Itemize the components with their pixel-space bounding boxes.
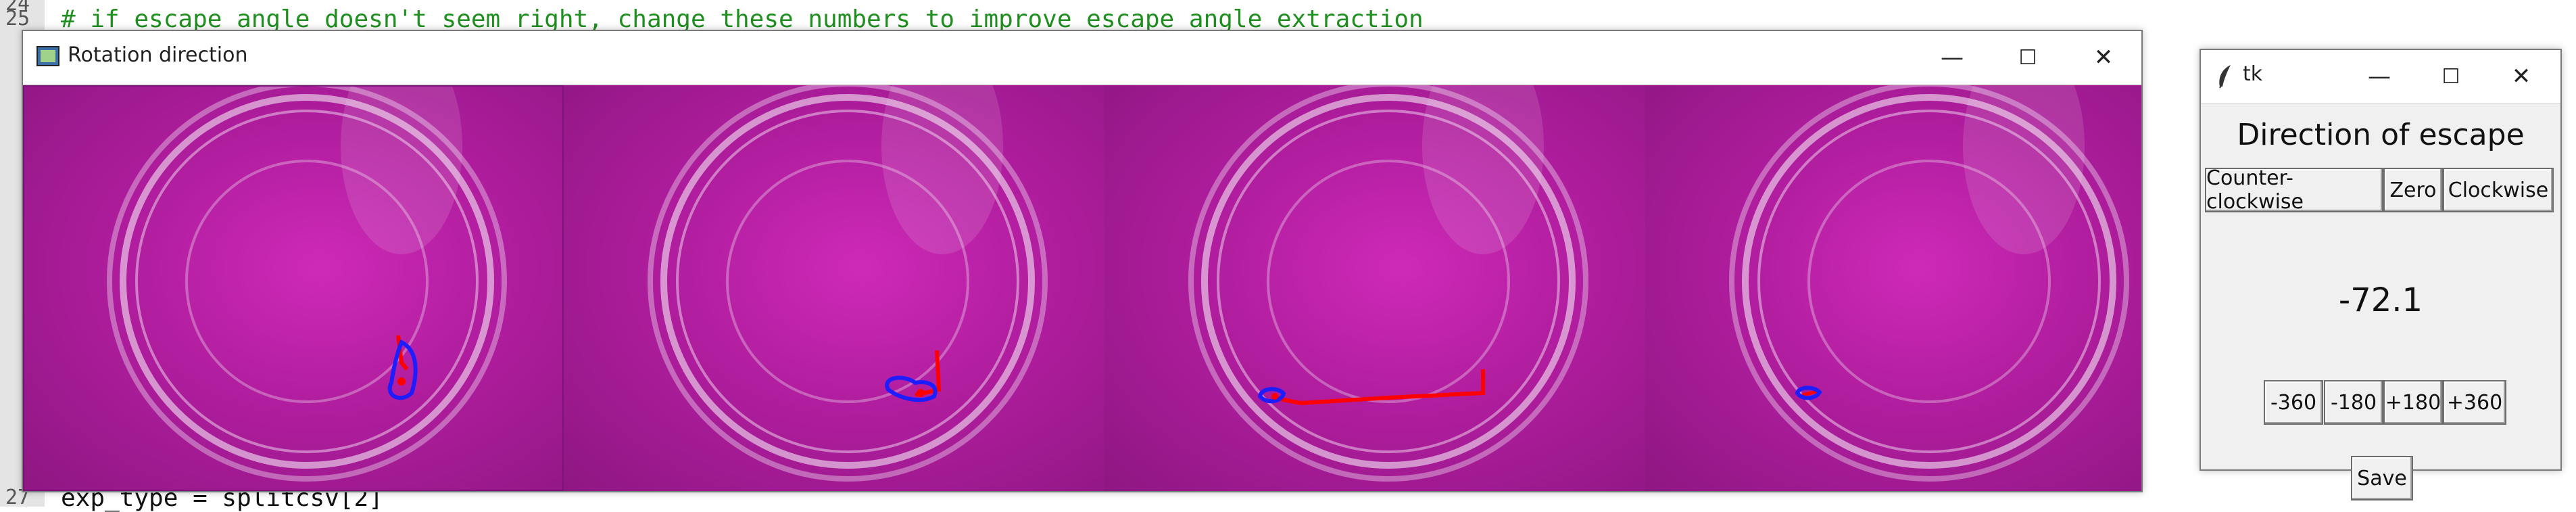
video-frame: [1645, 85, 2141, 491]
code-line-comment[interactable]: # if escape angle doesn't seem right, ch…: [61, 5, 1424, 33]
minimize-icon[interactable]: —: [2368, 63, 2391, 90]
plus-360-button[interactable]: +360: [2443, 380, 2506, 425]
petri-dish-frame: [1188, 85, 1588, 482]
close-icon[interactable]: ✕: [2093, 44, 2114, 71]
title-bar[interactable]: Rotation direction — ☐ ✕: [23, 31, 2141, 85]
minus-180-button[interactable]: -180: [2324, 380, 2383, 425]
line-number: 25: [5, 7, 30, 30]
petri-dish-frame: [1729, 85, 2129, 482]
title-bar[interactable]: tk — ☐ ✕: [2201, 50, 2560, 103]
feather-icon: [2216, 64, 2235, 89]
video-frame: [564, 85, 1104, 491]
zero-button[interactable]: Zero: [2383, 168, 2443, 212]
maximize-icon[interactable]: ☐: [2018, 45, 2037, 70]
close-icon[interactable]: ✕: [2511, 63, 2531, 90]
minimize-icon[interactable]: —: [1941, 44, 1964, 71]
tk-window[interactable]: tk — ☐ ✕ Direction of escape Counter-clo…: [2200, 49, 2562, 501]
line-number: 24: [5, 0, 30, 16]
app-icon: [37, 46, 59, 66]
window-title: tk: [2243, 62, 2263, 86]
clockwise-button[interactable]: Clockwise: [2443, 168, 2554, 212]
maximize-icon[interactable]: ☐: [2441, 64, 2460, 89]
save-button[interactable]: Save: [2351, 456, 2413, 501]
petri-dish-frame: [23, 85, 564, 491]
video-frame: [23, 85, 564, 491]
video-frame: [1104, 85, 1645, 491]
heading: Direction of escape: [2237, 118, 2525, 152]
tk-body: Direction of escape Counter-clockwise Ze…: [2201, 104, 2560, 501]
window-title: Rotation direction: [68, 43, 248, 67]
angle-value: -72.1: [2338, 281, 2423, 319]
video-frames: [23, 85, 2141, 491]
counter-clockwise-button[interactable]: Counter-clockwise: [2205, 166, 2383, 214]
petri-dish-frame: [648, 85, 1048, 482]
rotation-direction-window[interactable]: Rotation direction — ☐ ✕: [22, 30, 2143, 492]
minus-360-button[interactable]: -360: [2264, 380, 2323, 425]
plus-180-button[interactable]: +180: [2383, 380, 2443, 425]
